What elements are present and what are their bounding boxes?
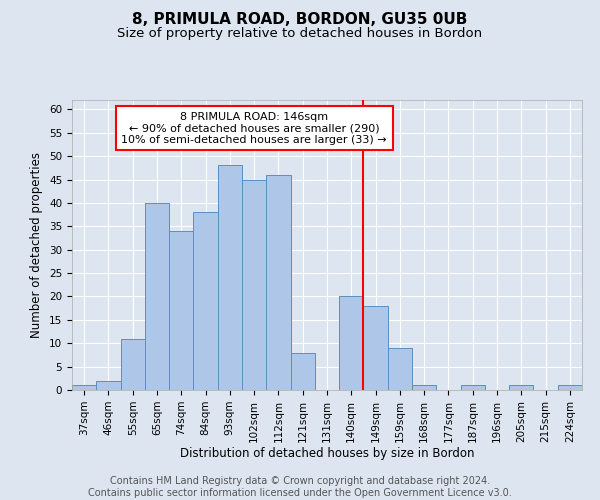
Bar (558, 386, 582, 390)
Bar (169, 231, 193, 390)
Bar (461, 386, 485, 390)
Text: Size of property relative to detached houses in Bordon: Size of property relative to detached ho… (118, 28, 482, 40)
Bar (218, 166, 242, 390)
Bar (509, 386, 533, 390)
Bar (72, 386, 96, 390)
Bar (388, 348, 412, 390)
Bar (364, 306, 388, 390)
Bar (290, 352, 315, 390)
Text: 8 PRIMULA ROAD: 146sqm
← 90% of detached houses are smaller (290)
10% of semi-de: 8 PRIMULA ROAD: 146sqm ← 90% of detached… (121, 112, 387, 145)
Bar (145, 203, 169, 390)
Bar (339, 296, 364, 390)
Text: Contains HM Land Registry data © Crown copyright and database right 2024.
Contai: Contains HM Land Registry data © Crown c… (88, 476, 512, 498)
Bar (266, 175, 290, 390)
Y-axis label: Number of detached properties: Number of detached properties (31, 152, 43, 338)
Bar (412, 386, 436, 390)
X-axis label: Distribution of detached houses by size in Bordon: Distribution of detached houses by size … (180, 448, 474, 460)
Bar (242, 180, 266, 390)
Bar (121, 338, 145, 390)
Text: 8, PRIMULA ROAD, BORDON, GU35 0UB: 8, PRIMULA ROAD, BORDON, GU35 0UB (133, 12, 467, 28)
Bar (193, 212, 218, 390)
Bar (96, 380, 121, 390)
